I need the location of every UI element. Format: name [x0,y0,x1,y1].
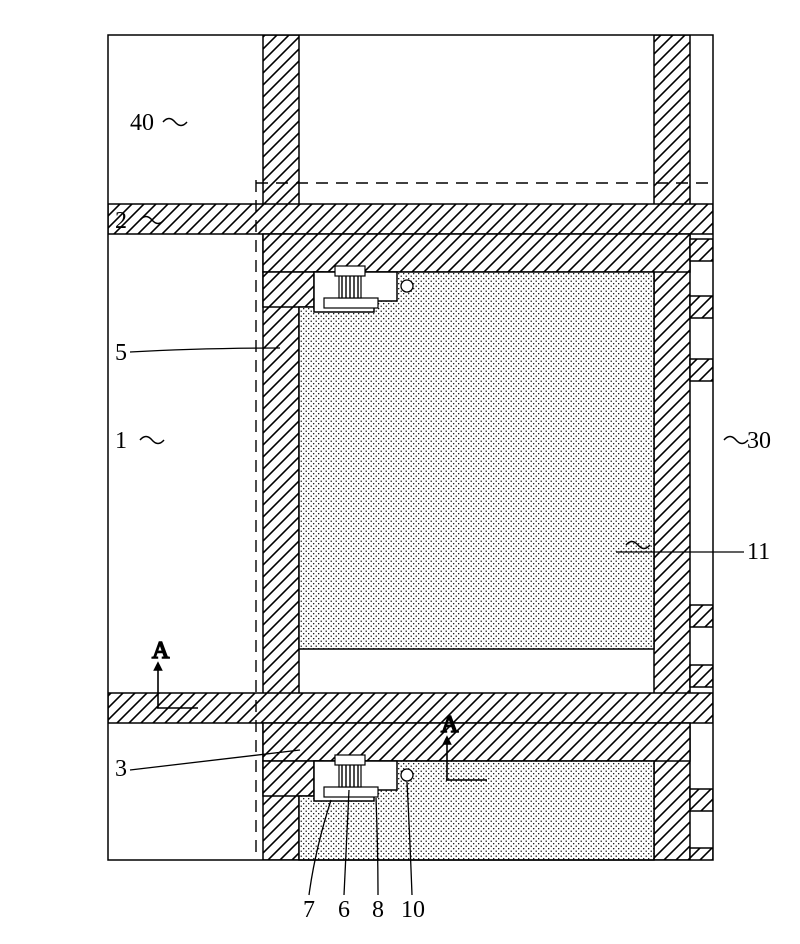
ref-label-text-40: 40 [130,110,154,136]
tilde-mark [140,437,164,444]
tilde-mark [163,119,187,126]
ref-label-5: 5 [115,340,280,366]
ref-label-text-10: 10 [401,897,425,923]
ref-label-text-3: 3 [115,756,127,782]
ref-label-text-5: 5 [115,340,127,366]
ref-label-2: 2 [115,208,127,234]
svg-text:A: A [152,638,170,664]
ref-label-text-7: 7 [303,897,315,923]
via-upper [401,280,413,292]
via-lower [401,769,413,781]
ref-label-text-8: 8 [372,897,384,923]
ref-label-text-11: 11 [747,539,770,565]
ref-label-text-1: 1 [115,428,127,454]
technical-diagram: A A 1 2 3 5 67 8 10 11 30 40 [0,0,800,944]
ref-label-text-6: 6 [338,897,350,923]
ref-label-text-30: 30 [747,428,771,454]
ref-label-text-2: 2 [115,208,127,234]
ref-label-1: 1 [115,428,127,454]
ref-label-30: 30 [747,428,771,454]
svg-text:A: A [441,712,459,738]
ref-label-40: 40 [130,110,154,136]
tilde-mark [724,437,748,444]
pixel-electrode-upper [299,272,654,649]
